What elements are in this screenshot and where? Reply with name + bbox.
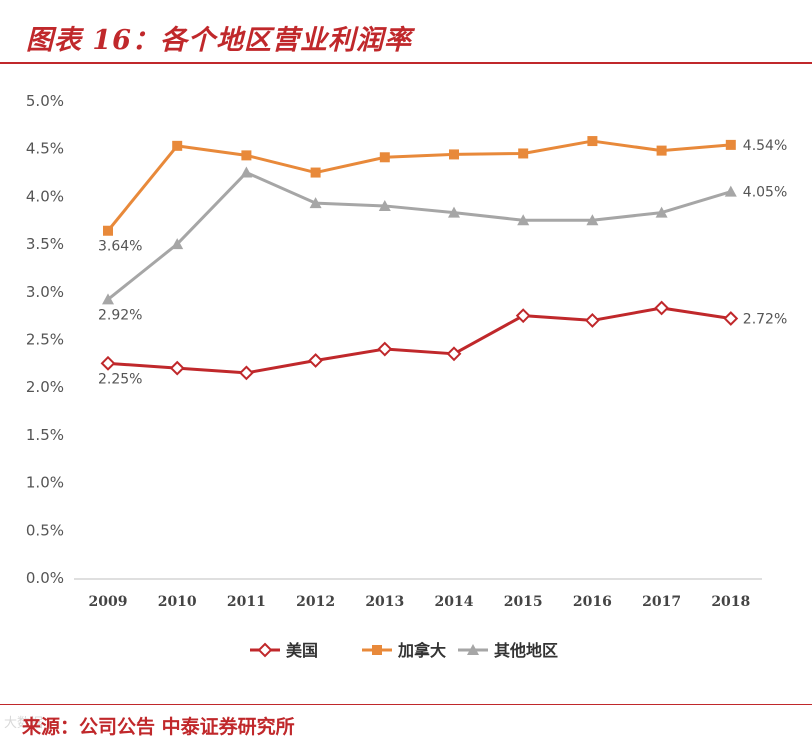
data-point-us bbox=[584, 313, 600, 328]
y-tick-label: 3.5% bbox=[26, 235, 64, 253]
x-tick-label: 2016 bbox=[573, 594, 612, 610]
data-point-canada bbox=[725, 139, 736, 150]
y-tick-label: 3.0% bbox=[26, 283, 64, 301]
data-label-us: 2.25% bbox=[98, 371, 142, 387]
data-point-us bbox=[308, 353, 324, 368]
data-point-us bbox=[515, 308, 531, 324]
y-tick-label: 4.5% bbox=[26, 140, 64, 158]
y-tick-label: 0.5% bbox=[26, 521, 64, 539]
data-point-other bbox=[240, 166, 253, 178]
data-point-other bbox=[655, 206, 668, 218]
footer-divider bbox=[0, 704, 812, 705]
data-point-other bbox=[171, 238, 184, 250]
data-label-other: 2.92% bbox=[98, 307, 142, 323]
x-tick-label: 2018 bbox=[711, 594, 750, 610]
data-point-canada bbox=[172, 140, 183, 151]
series-canada bbox=[103, 136, 736, 236]
data-point-us bbox=[377, 341, 393, 357]
legend-marker-icon bbox=[467, 644, 479, 655]
legend-marker-icon bbox=[372, 645, 382, 655]
y-tick-label: 2.0% bbox=[26, 378, 64, 396]
chart-title: 图表 16：各个地区营业利润率 bbox=[26, 25, 412, 56]
series-line-us bbox=[107, 306, 732, 375]
y-tick-label: 5.0% bbox=[26, 92, 64, 110]
legend-item-canada: 加拿大 bbox=[362, 641, 446, 660]
y-tick-label: 1.5% bbox=[26, 426, 64, 444]
series-us bbox=[100, 300, 739, 381]
x-tick-label: 2011 bbox=[227, 594, 266, 610]
data-point-other bbox=[517, 214, 530, 226]
data-point-canada bbox=[241, 150, 252, 161]
x-tick-label: 2012 bbox=[296, 594, 335, 610]
y-tick-label: 2.5% bbox=[26, 331, 64, 349]
axes: 0.0% 0.5% 1.0% 1.5% 2.0% 2.5% 3.0% 3.5% 4.0% 4.5%… bbox=[26, 92, 762, 610]
legend-marker-icon bbox=[257, 642, 273, 658]
x-tick-label: 2014 bbox=[435, 594, 474, 610]
series-line-canada bbox=[106, 139, 731, 232]
y-tick-label: 0.0% bbox=[26, 569, 64, 587]
data-point-us bbox=[100, 355, 116, 371]
data-point-other bbox=[724, 185, 737, 197]
legend-item-other: 其他地区 bbox=[458, 641, 558, 660]
data-point-canada bbox=[518, 148, 529, 159]
data-point-other bbox=[378, 199, 391, 211]
data-point-other bbox=[448, 206, 460, 218]
data-point-canada bbox=[310, 167, 321, 178]
data-label-canada: 3.64% bbox=[98, 239, 142, 255]
data-point-canada bbox=[587, 136, 598, 147]
data-label-other: 4.05% bbox=[743, 185, 787, 201]
y-tick-label: 1.0% bbox=[26, 474, 64, 492]
data-point-other bbox=[586, 214, 599, 226]
data-point-us bbox=[446, 346, 462, 362]
series-line-other bbox=[107, 171, 732, 301]
data-point-canada bbox=[656, 145, 667, 156]
line-chart: 0.0% 0.5% 1.0% 1.5% 2.0% 2.5% 3.0% 3.5% 4.0% 4.5%… bbox=[26, 92, 787, 660]
legend-label: 美国 bbox=[286, 641, 318, 660]
series-layer bbox=[100, 136, 739, 381]
data-label-us: 2.72% bbox=[743, 312, 787, 328]
data-point-us bbox=[723, 311, 739, 326]
data-label-canada: 4.54% bbox=[743, 138, 787, 154]
x-tick-label: 2015 bbox=[504, 594, 543, 610]
data-point-canada bbox=[449, 149, 459, 160]
data-point-canada bbox=[379, 152, 390, 163]
watermark: 大数据 bbox=[4, 716, 44, 731]
x-tick-label: 2009 bbox=[89, 594, 128, 610]
source-note: 来源：公司公告 中泰证券研究所 bbox=[22, 716, 295, 738]
y-tick-label: 4.0% bbox=[26, 187, 64, 205]
series-other bbox=[102, 166, 737, 305]
legend: 美国 加拿大 其他地区 bbox=[250, 641, 558, 660]
data-labels: 2.25% 2.72% 3.64% 4.54% 2.92% 4.05% bbox=[98, 138, 787, 387]
x-tick-label: 2010 bbox=[158, 594, 197, 610]
x-tick-label: 2017 bbox=[642, 594, 681, 610]
legend-label: 加拿大 bbox=[397, 641, 446, 660]
legend-label: 其他地区 bbox=[494, 641, 558, 660]
legend-item-us: 美国 bbox=[250, 641, 318, 660]
data-point-other bbox=[102, 293, 114, 305]
title-divider bbox=[0, 62, 812, 64]
data-point-us bbox=[169, 360, 185, 376]
x-tick-label: 2013 bbox=[365, 594, 404, 610]
data-point-canada bbox=[103, 225, 113, 236]
data-point-us bbox=[654, 300, 670, 316]
data-point-us bbox=[238, 365, 254, 381]
data-point-other bbox=[309, 197, 322, 209]
